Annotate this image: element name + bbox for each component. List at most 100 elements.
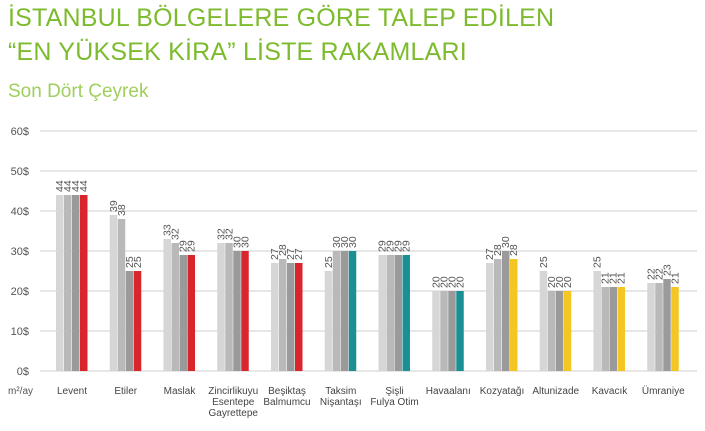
data-label: 21 bbox=[616, 272, 628, 284]
chart-subtitle: Son Dört Çeyrek bbox=[8, 81, 149, 102]
bar bbox=[378, 255, 386, 371]
bar bbox=[494, 259, 502, 371]
x-tick-label: Beşiktaş bbox=[268, 386, 306, 397]
data-label: 32 bbox=[215, 228, 227, 240]
bar bbox=[440, 291, 448, 371]
data-label: 20 bbox=[546, 276, 558, 288]
bar bbox=[448, 291, 456, 371]
bar bbox=[187, 255, 195, 371]
bar bbox=[117, 219, 126, 371]
bar bbox=[348, 251, 357, 371]
bar bbox=[647, 283, 655, 371]
data-label: 25 bbox=[592, 256, 604, 268]
bar bbox=[510, 259, 518, 371]
bar bbox=[340, 251, 349, 371]
data-label: 27 bbox=[293, 248, 305, 260]
bar bbox=[225, 243, 233, 371]
bar bbox=[72, 195, 80, 371]
bar bbox=[456, 291, 464, 371]
x-tick-label: Taksim bbox=[325, 386, 356, 397]
bar bbox=[217, 243, 225, 371]
data-label: 27 bbox=[269, 248, 281, 260]
bar bbox=[324, 271, 333, 371]
data-label: 30 bbox=[231, 236, 243, 248]
bar bbox=[163, 239, 171, 371]
bar bbox=[133, 271, 142, 371]
data-label: 20 bbox=[438, 276, 450, 288]
y-tick-label: 20$ bbox=[11, 286, 29, 298]
bar bbox=[601, 287, 609, 371]
bar bbox=[432, 291, 440, 371]
data-label: 44 bbox=[70, 180, 82, 192]
x-tick-label: Ümraniye bbox=[642, 385, 685, 397]
x-tick-label: Havaalanı bbox=[426, 386, 471, 397]
data-label: 25 bbox=[124, 256, 136, 268]
bar bbox=[563, 291, 572, 371]
bar bbox=[671, 287, 679, 371]
data-label: 23 bbox=[661, 264, 673, 276]
bar bbox=[386, 255, 394, 371]
bar bbox=[125, 271, 134, 371]
x-tick-label: Şişli bbox=[385, 386, 403, 397]
data-label: 30 bbox=[347, 236, 359, 248]
data-label: 27 bbox=[285, 248, 297, 260]
bar bbox=[663, 279, 671, 371]
bar bbox=[502, 251, 510, 371]
data-label: 21 bbox=[600, 272, 612, 284]
data-label: 20 bbox=[446, 276, 458, 288]
bar bbox=[547, 291, 556, 371]
data-label: 25 bbox=[323, 256, 335, 268]
x-tick-label: Altunizade bbox=[532, 386, 579, 397]
y-tick-label: 0$ bbox=[17, 366, 29, 378]
bar bbox=[609, 287, 617, 371]
x-tick-label: Maslak bbox=[164, 386, 197, 397]
data-label: 20 bbox=[562, 276, 574, 288]
data-label: 20 bbox=[554, 276, 566, 288]
y-tick-label: 60$ bbox=[11, 126, 29, 138]
x-tick-label: Etiler bbox=[114, 386, 137, 397]
data-label: 30 bbox=[500, 236, 512, 248]
x-tick-label: Gayrettepe bbox=[209, 408, 259, 419]
data-label: 20 bbox=[430, 276, 442, 288]
data-label: 22 bbox=[653, 268, 665, 280]
data-label: 44 bbox=[78, 180, 90, 192]
data-label: 28 bbox=[277, 244, 289, 256]
data-label: 29 bbox=[186, 240, 198, 252]
y-tick-label: 30$ bbox=[11, 246, 29, 258]
x-tick-label: Zincirlikuyu bbox=[208, 386, 258, 397]
data-label: 27 bbox=[484, 248, 496, 260]
x-tick-label: Fulya Otim bbox=[370, 397, 418, 408]
bar bbox=[271, 263, 279, 371]
data-label: 28 bbox=[508, 244, 520, 256]
y-tick-label: 40$ bbox=[11, 206, 29, 218]
data-label: 44 bbox=[62, 180, 74, 192]
bar bbox=[593, 271, 601, 371]
x-tick-label: Levent bbox=[57, 386, 87, 397]
data-label: 33 bbox=[162, 224, 174, 236]
data-label: 29 bbox=[178, 240, 190, 252]
bar bbox=[64, 195, 72, 371]
data-label: 21 bbox=[669, 272, 681, 284]
x-tick-label: Kavacık bbox=[592, 386, 629, 397]
data-label: 44 bbox=[54, 180, 66, 192]
x-tick-label: Esentepe bbox=[212, 397, 255, 408]
bar bbox=[279, 259, 287, 371]
data-label: 30 bbox=[239, 236, 251, 248]
bar bbox=[539, 271, 548, 371]
bar bbox=[486, 263, 494, 371]
bar bbox=[287, 263, 295, 371]
data-label: 22 bbox=[645, 268, 657, 280]
data-label: 32 bbox=[223, 228, 235, 240]
data-label: 39 bbox=[108, 200, 120, 212]
data-label: 29 bbox=[377, 240, 389, 252]
bar bbox=[555, 291, 564, 371]
data-label: 29 bbox=[401, 240, 413, 252]
bar bbox=[233, 251, 241, 371]
bar bbox=[179, 255, 187, 371]
bar bbox=[56, 195, 64, 371]
data-label: 32 bbox=[170, 228, 182, 240]
bar bbox=[171, 243, 179, 371]
bar bbox=[109, 215, 118, 371]
data-label: 30 bbox=[339, 236, 351, 248]
